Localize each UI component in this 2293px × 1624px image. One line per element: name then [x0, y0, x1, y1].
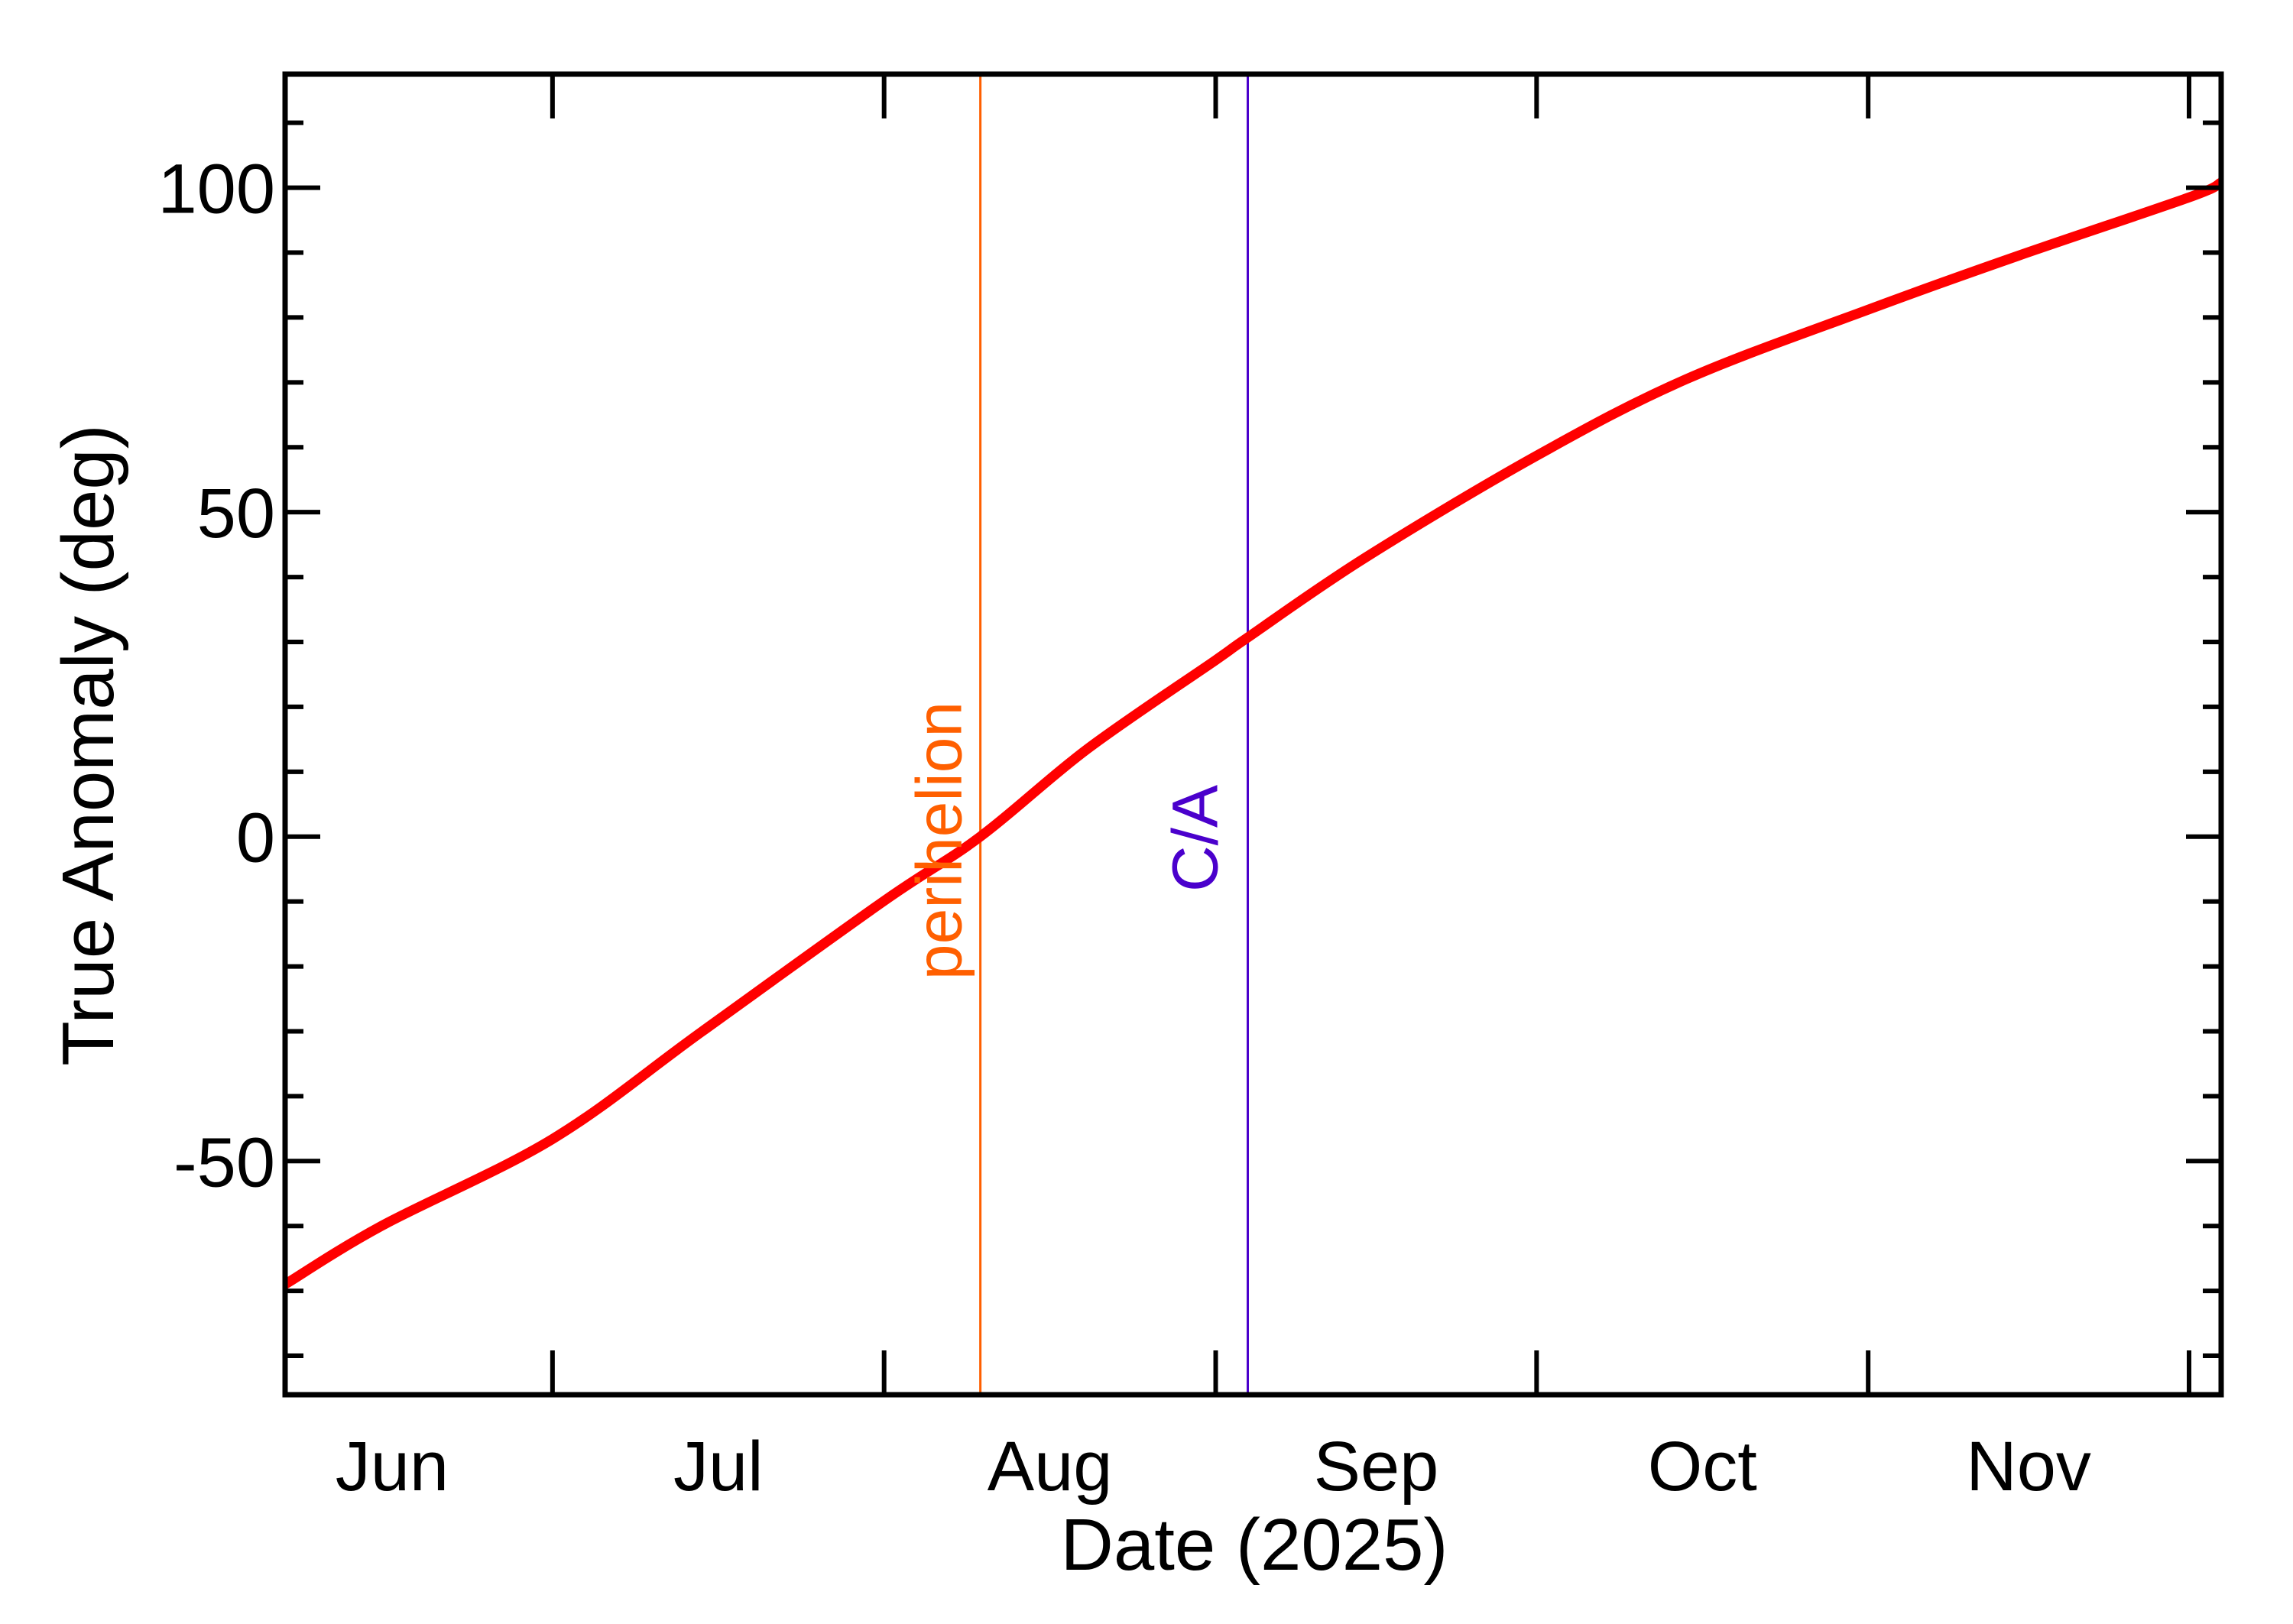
x-tick-label: Sep: [1314, 1428, 1439, 1506]
perihelion-label: perihelion: [903, 702, 975, 980]
plot-area: perihelion C/A: [282, 74, 2224, 1395]
plot-frame: [282, 71, 2224, 1398]
y-tick-label: 0: [236, 799, 275, 877]
x-tick-label: Aug: [988, 1428, 1113, 1506]
true-anomaly-curve: [282, 177, 2224, 1289]
x-tick-labels: Jun Jul Aug Sep Oct Nov: [336, 1428, 2091, 1506]
x-tick-label: Nov: [1966, 1428, 2091, 1506]
y-tick-label: 100: [158, 151, 276, 229]
x-tick-label: Jun: [336, 1428, 449, 1506]
y-tick-labels: -50 0 50 100: [158, 151, 276, 1202]
x-tick-label: Jul: [673, 1428, 764, 1506]
y-tick-label: 50: [197, 475, 275, 553]
y-axis-title: True Anomaly (deg): [47, 424, 129, 1065]
close-approach-label: C/A: [1159, 785, 1231, 892]
x-axis-title: Date (2025): [1061, 1504, 1448, 1586]
x-tick-label: Oct: [1648, 1428, 1757, 1506]
axis-ticks: [285, 74, 2221, 1395]
y-tick-label: -50: [174, 1123, 275, 1201]
